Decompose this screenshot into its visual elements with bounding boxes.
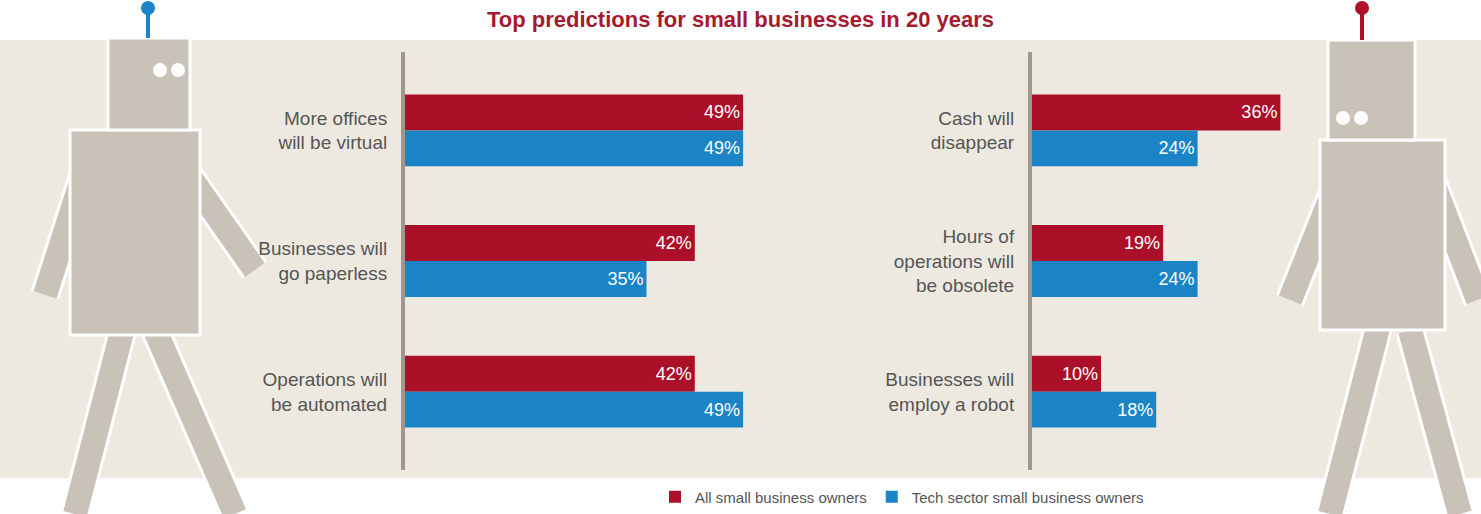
svg-text:24%: 24% — [1159, 269, 1195, 289]
svg-text:35%: 35% — [607, 269, 643, 289]
svg-text:18%: 18% — [1117, 400, 1153, 420]
svg-text:Businesses willemploy a robot: Businesses willemploy a robot — [885, 369, 1015, 415]
svg-text:Top predictions for small busi: Top predictions for small businesses in … — [487, 7, 994, 32]
svg-text:Cash willdisappear: Cash willdisappear — [931, 108, 1015, 154]
svg-text:24%: 24% — [1159, 138, 1195, 158]
svg-text:Tech sector small business own: Tech sector small business owners — [912, 489, 1144, 506]
svg-text:All small business owners: All small business owners — [695, 489, 867, 506]
svg-text:Businesses willgo paperless: Businesses willgo paperless — [258, 238, 387, 284]
svg-text:19%: 19% — [1124, 233, 1160, 253]
svg-text:49%: 49% — [704, 102, 740, 122]
svg-text:49%: 49% — [704, 400, 740, 420]
svg-text:36%: 36% — [1241, 102, 1277, 122]
svg-text:Hours ofoperations willbe obso: Hours ofoperations willbe obsolete — [894, 226, 1015, 296]
svg-text:42%: 42% — [656, 364, 692, 384]
svg-text:42%: 42% — [656, 233, 692, 253]
svg-text:49%: 49% — [704, 138, 740, 158]
svg-text:Operations willbe automated: Operations willbe automated — [263, 369, 388, 415]
svg-text:More officeswill be virtual: More officeswill be virtual — [277, 108, 387, 154]
svg-text:10%: 10% — [1062, 364, 1098, 384]
